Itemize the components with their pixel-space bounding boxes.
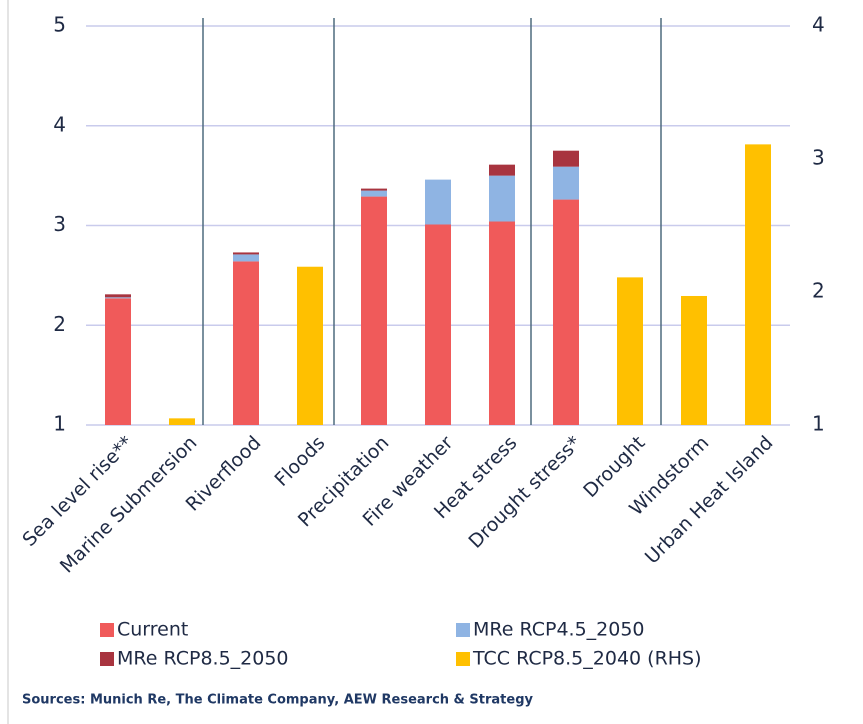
legend-label: Current	[117, 619, 188, 641]
bar-segment	[105, 298, 131, 425]
legend-label: TCC RCP8.5_2040 (RHS)	[472, 648, 702, 670]
x-tick-label: Urban Heat Island	[641, 432, 778, 569]
bar-segment	[361, 188, 387, 191]
y-tick-label: 2	[53, 312, 66, 336]
bar	[681, 295, 707, 425]
bar-segment	[233, 252, 259, 255]
y2-tick-label: 4	[812, 13, 825, 37]
bar-segment	[233, 254, 259, 262]
bar-segment	[361, 196, 387, 425]
bar-segment	[553, 166, 579, 200]
bar-segment	[105, 294, 131, 298]
x-tick-label: Drought stress*	[464, 432, 585, 553]
bar	[297, 266, 323, 425]
bar-segment	[489, 164, 515, 176]
bar-segment	[425, 224, 451, 425]
y-tick-label: 3	[53, 212, 66, 236]
bar	[745, 144, 771, 425]
x-tick-label: Sea level rise**	[18, 432, 137, 551]
bar	[169, 418, 195, 425]
source-note: Sources: Munich Re, The Climate Company,…	[22, 693, 534, 708]
legend-label: MRe RCP8.5_2050	[117, 648, 289, 670]
y-tick-label: 1	[53, 412, 66, 436]
bar-segment	[553, 150, 579, 167]
bar	[617, 277, 643, 425]
legend-swatch	[100, 652, 114, 666]
bar-segment	[425, 179, 451, 225]
y2-tick-label: 1	[812, 412, 825, 436]
bar-segment	[489, 221, 515, 425]
bar-segment	[553, 199, 579, 425]
x-tick-label: Floods	[270, 432, 329, 491]
bar-segment	[105, 297, 131, 299]
bar-segment	[489, 175, 515, 222]
y-tick-label: 5	[53, 13, 66, 37]
y2-tick-label: 2	[812, 279, 825, 303]
group-separators	[202, 18, 662, 425]
legend-swatch	[456, 652, 470, 666]
y-tick-label: 4	[53, 112, 66, 136]
bar-segment	[361, 190, 387, 197]
legend-swatch	[456, 623, 470, 637]
legend-swatch	[100, 623, 114, 637]
y2-tick-label: 3	[812, 146, 825, 170]
bar-segment	[233, 261, 259, 425]
legend-label: MRe RCP4.5_2050	[473, 619, 645, 641]
